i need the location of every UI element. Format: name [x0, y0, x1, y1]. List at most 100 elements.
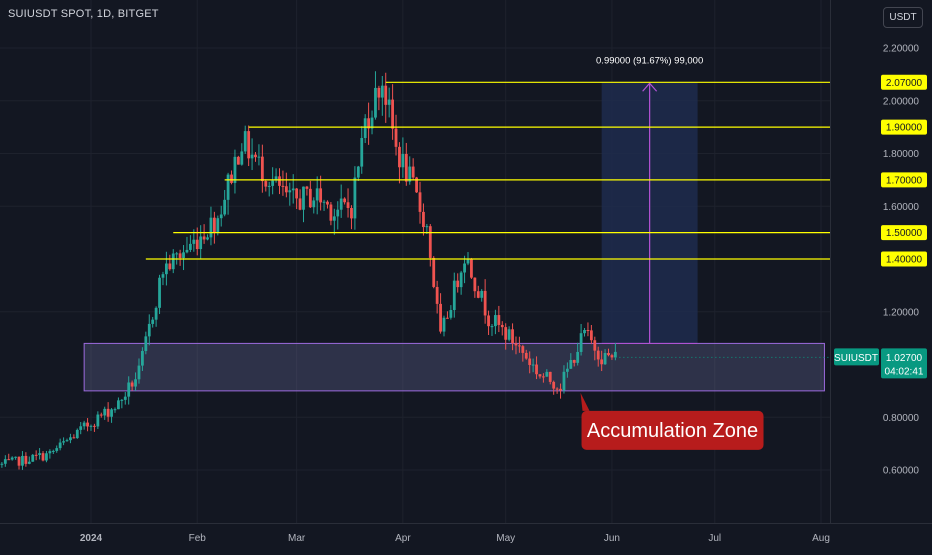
candle-body — [257, 156, 261, 158]
candle-body — [524, 352, 528, 359]
candle-body — [538, 374, 542, 377]
callout-box — [581, 410, 764, 450]
candle-body — [377, 87, 381, 98]
candle-body — [79, 426, 83, 430]
candle-body — [569, 359, 573, 369]
level-tag-label: 2.07000 — [886, 78, 923, 89]
candle-body — [298, 198, 302, 210]
candle-body — [38, 453, 41, 455]
candle-body — [233, 156, 237, 183]
candle-body — [69, 437, 72, 441]
candle-body — [281, 185, 285, 187]
candle-body — [322, 201, 326, 203]
candle-body — [552, 381, 556, 389]
candle-body — [576, 351, 580, 363]
candle-body — [158, 277, 161, 308]
candle-body — [3, 459, 7, 464]
candle-body — [144, 336, 148, 351]
candle-body — [216, 218, 220, 233]
candle-body — [339, 198, 343, 210]
x-tick-label: Jun — [604, 533, 620, 544]
y-tick-label: 2.20000 — [883, 44, 920, 55]
y-tick-label: 1.20000 — [883, 307, 920, 318]
candle-body — [93, 425, 96, 427]
candle-body — [86, 422, 89, 427]
candle-body — [548, 371, 552, 382]
candle-body — [504, 327, 508, 340]
level-tag-label: 1.40000 — [886, 255, 923, 266]
candle-body — [518, 345, 521, 347]
candle-body — [596, 350, 600, 360]
level-tag — [881, 172, 927, 188]
candle-body — [562, 371, 566, 391]
candle-body — [123, 396, 127, 400]
candle-body — [247, 131, 251, 159]
candle-body — [521, 346, 525, 353]
projection-arrowhead — [642, 82, 658, 92]
candle-body — [408, 166, 412, 182]
candle-body — [391, 99, 394, 129]
candle-body — [103, 408, 107, 416]
candle-body — [545, 371, 549, 377]
candle-body — [127, 382, 131, 397]
x-tick-label: Jul — [708, 533, 721, 544]
level-tag-label: 1.50000 — [886, 228, 923, 239]
candle-body — [483, 290, 487, 316]
candle-body — [315, 188, 319, 201]
candle-body — [336, 209, 340, 217]
candle-body — [480, 290, 484, 298]
candle-body — [600, 359, 604, 365]
price-axis-divider — [830, 0, 831, 524]
candle-body — [332, 216, 336, 221]
candle-body — [192, 239, 196, 244]
candle-body — [288, 190, 292, 193]
candle-body — [206, 237, 209, 240]
last-price-label: 1.02700 — [886, 353, 923, 364]
candle-body — [418, 192, 422, 212]
candles-group — [0, 71, 617, 470]
candle-body — [185, 249, 189, 253]
candle-body — [415, 177, 418, 193]
x-tick-label: Feb — [189, 533, 207, 544]
candle-body — [374, 87, 377, 118]
candle-body — [267, 185, 271, 187]
candle-body — [326, 201, 329, 205]
candle-body — [151, 319, 155, 324]
candle-body — [476, 291, 480, 298]
candle-body — [367, 118, 371, 129]
candle-body — [7, 459, 11, 461]
candle-body — [572, 359, 576, 363]
candle-body — [117, 400, 120, 410]
candle-body — [164, 263, 168, 275]
level-tag-label: 1.70000 — [886, 175, 923, 186]
candle-body — [250, 154, 254, 159]
candle-body — [21, 455, 24, 466]
candle-body — [89, 425, 93, 427]
candle-body — [350, 207, 353, 219]
y-tick-label: 0.80000 — [883, 413, 920, 424]
candle-body — [254, 154, 257, 158]
y-tick-label: 1.80000 — [883, 149, 920, 160]
candle-body — [75, 429, 79, 439]
candle-body — [511, 329, 514, 344]
candle-body — [120, 399, 124, 401]
candle-body — [398, 146, 401, 168]
accumulation-callout: Accumulation Zone — [580, 392, 764, 450]
x-tick-label: Aug — [812, 533, 830, 544]
currency-button[interactable]: USDT — [883, 7, 923, 28]
symbol-title: SUIUSDT SPOT, 1D, BITGET — [8, 8, 159, 20]
candle-body — [356, 166, 360, 178]
candle-body — [51, 450, 55, 452]
level-tag — [881, 119, 927, 135]
candle-body — [435, 286, 439, 304]
candle-body — [586, 329, 590, 331]
candle-body — [171, 253, 175, 270]
candle-body — [459, 272, 463, 288]
candle-body — [14, 456, 18, 458]
candle-body — [34, 454, 38, 456]
candle-body — [24, 455, 28, 464]
candle-body — [446, 317, 449, 319]
candle-body — [387, 99, 391, 105]
